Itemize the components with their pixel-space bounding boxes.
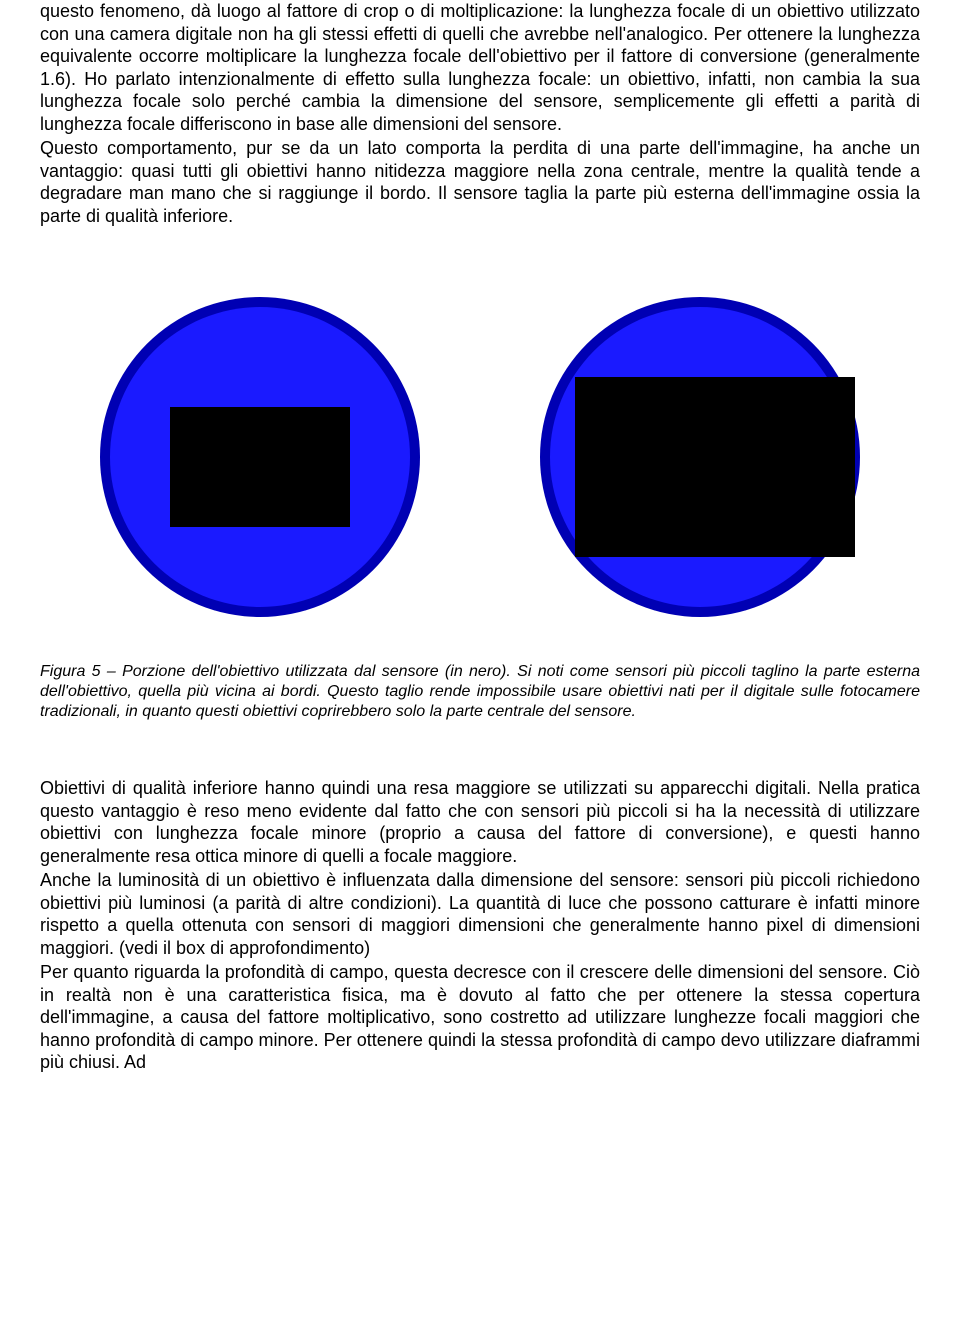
paragraph-2: Questo comportamento, pur se da un lato … <box>40 137 920 227</box>
paragraph-4: Anche la luminosità di un obiettivo è in… <box>40 869 920 959</box>
paragraph-3: Obiettivi di qualità inferiore hanno qui… <box>40 777 920 867</box>
sensor-large <box>575 377 855 557</box>
figure-right-lens <box>525 282 875 632</box>
figure-caption: Figura 5 – Porzione dell'obiettivo utili… <box>40 662 920 722</box>
figure-5 <box>40 277 920 637</box>
sensor-small <box>170 407 350 527</box>
paragraph-5: Per quanto riguarda la profondità di cam… <box>40 961 920 1074</box>
paragraph-1: questo fenomeno, dà luogo al fattore di … <box>40 0 920 135</box>
figure-left-lens <box>85 282 435 632</box>
